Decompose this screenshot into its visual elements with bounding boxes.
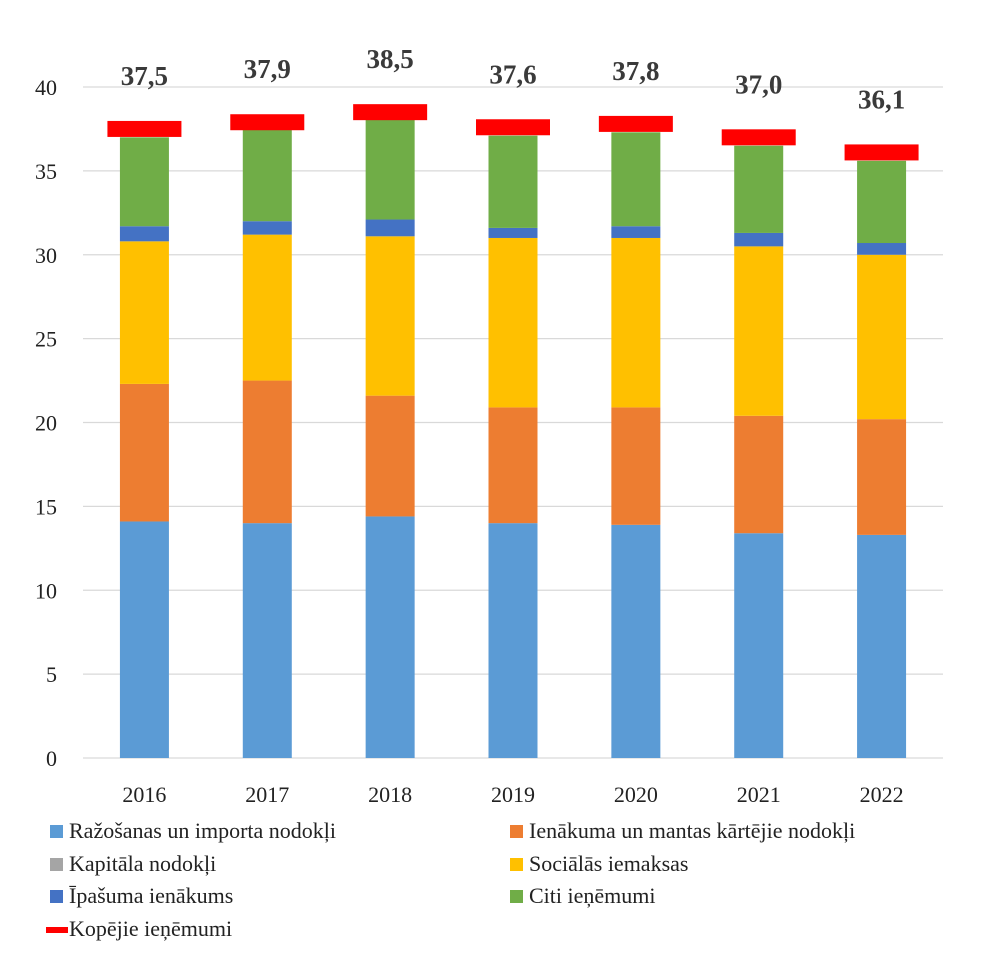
bar-segment-socialas-iemaksas — [119, 241, 169, 384]
legend-square-swatch — [50, 858, 63, 871]
total-markers: 37,5 37,9 38,5 37,6 37,8 37,0 36,1 — [107, 44, 919, 161]
legend-item-citi-ienemumi: Citi ieņēmumi — [510, 883, 656, 908]
total-label: 37,9 — [244, 54, 291, 84]
total-label: 36,1 — [858, 84, 905, 114]
total-marker — [598, 115, 673, 132]
y-tick-label: 30 — [35, 243, 57, 268]
x-tick-label: 2016 — [122, 782, 166, 807]
bar-segment-ipasuma-ienakums — [857, 243, 907, 255]
legend-square-swatch — [510, 890, 523, 903]
legend-square-swatch — [50, 825, 63, 838]
y-tick-label: 35 — [35, 159, 57, 184]
legend-line-swatch — [46, 927, 68, 933]
bar-segment-citi-ienemumi — [734, 145, 784, 233]
bar-segment-razosanas-un-importa-nodokli — [365, 516, 415, 758]
x-tick-label: 2020 — [614, 782, 658, 807]
x-tick-label: 2021 — [737, 782, 781, 807]
bar-segment-citi-ienemumi — [857, 160, 907, 244]
bar-segment-socialas-iemaksas — [488, 237, 538, 408]
bar-segment-citi-ienemumi — [611, 132, 661, 227]
x-tick-label: 2018 — [368, 782, 412, 807]
legend-label: Īpašuma ienākums — [69, 883, 233, 908]
bar-segment-ienakuma-un-mantas-kartejie-nodokli — [242, 380, 292, 524]
x-tick-label: 2022 — [860, 782, 904, 807]
bar-segment-razosanas-un-importa-nodokli — [611, 524, 661, 758]
bar-segment-citi-ienemumi — [488, 135, 538, 228]
bar-segment-ipasuma-ienakums — [242, 221, 292, 235]
total-marker — [230, 114, 305, 131]
legend-label: Kapitāla nodokļi — [69, 851, 216, 876]
legend-label: Kopējie ieņēmumi — [69, 916, 232, 941]
legend: Ražošanas un importa nodokļi Ienākuma un … — [46, 818, 855, 941]
bar-stacks — [119, 118, 907, 758]
bar-segment-ienakuma-un-mantas-kartejie-nodokli — [857, 419, 907, 535]
total-label: 37,5 — [121, 61, 168, 91]
bar-segment-razosanas-un-importa-nodokli — [119, 521, 169, 758]
total-marker — [476, 119, 550, 136]
legend-item-ipasuma-ienakums: Īpašuma ienākums — [50, 883, 233, 908]
x-tick-label: 2019 — [491, 782, 535, 807]
y-tick-label: 10 — [35, 578, 57, 603]
y-tick-label: 40 — [35, 75, 57, 100]
total-marker — [107, 120, 182, 137]
bar-segment-ipasuma-ienakums — [734, 232, 784, 247]
axes: 0 5 10 15 20 25 30 35 40 2016 2017 2018 2019 2020 2021… — [35, 75, 904, 807]
bar-segment-ipasuma-ienakums — [488, 227, 538, 238]
bar-segment-citi-ienemumi — [119, 137, 169, 227]
y-tick-label: 25 — [35, 327, 57, 352]
bar-segment-ienakuma-un-mantas-kartejie-nodokli — [365, 395, 415, 517]
bar-segment-socialas-iemaksas — [611, 237, 661, 408]
bar-segment-citi-ienemumi — [242, 128, 292, 222]
bar-segment-razosanas-un-importa-nodokli — [857, 534, 907, 758]
bar-segment-ienakuma-un-mantas-kartejie-nodokli — [488, 407, 538, 524]
legend-label: Sociālās iemaksas — [529, 851, 688, 876]
legend-item-ienakuma-un-mantas-kartejie-nodokli: Ienākuma un mantas kārtējie nodokļi — [510, 818, 855, 843]
legend-label: Ienākuma un mantas kārtējie nodokļi — [529, 818, 855, 843]
legend-item-razosanas-un-importa-nodokli: Ražošanas un importa nodokļi — [50, 818, 336, 843]
legend-square-swatch — [510, 858, 523, 871]
bar-segment-socialas-iemaksas — [734, 246, 784, 416]
y-tick-label: 0 — [46, 746, 57, 771]
total-label: 38,5 — [367, 44, 414, 74]
bar-segment-ienakuma-un-mantas-kartejie-nodokli — [734, 415, 784, 534]
legend-label: Citi ieņēmumi — [529, 883, 656, 908]
bar-segment-ienakuma-un-mantas-kartejie-nodokli — [611, 407, 661, 525]
bar-segment-socialas-iemaksas — [242, 234, 292, 381]
total-marker — [353, 104, 428, 121]
bar-segment-ipasuma-ienakums — [365, 219, 415, 237]
legend-label: Ražošanas un importa nodokļi — [69, 818, 336, 843]
legend-item-socialas-iemaksas: Sociālās iemaksas — [510, 851, 688, 876]
y-tick-label: 15 — [35, 494, 57, 519]
bar-segment-ipasuma-ienakums — [119, 226, 169, 242]
y-tick-label: 20 — [35, 411, 57, 436]
y-tick-label: 5 — [46, 662, 57, 687]
bar-segment-razosanas-un-importa-nodokli — [734, 533, 784, 758]
bar-segment-ipasuma-ienakums — [611, 226, 661, 238]
total-label: 37,0 — [735, 69, 782, 99]
bar-segment-ienakuma-un-mantas-kartejie-nodokli — [119, 383, 169, 522]
legend-square-swatch — [510, 825, 523, 838]
bar-segment-citi-ienemumi — [365, 118, 415, 220]
bar-segment-razosanas-un-importa-nodokli — [242, 523, 292, 758]
legend-square-swatch — [50, 890, 63, 903]
bar-segment-socialas-iemaksas — [365, 236, 415, 396]
total-label: 37,6 — [489, 59, 536, 89]
bar-segment-socialas-iemaksas — [857, 254, 907, 420]
legend-item-kopejie-ienemumi: Kopējie ieņēmumi — [46, 916, 232, 941]
legend-item-kapitala-nodokli: Kapitāla nodokļi — [50, 851, 216, 876]
total-label: 37,8 — [612, 56, 659, 86]
x-tick-label: 2017 — [245, 782, 289, 807]
total-marker — [844, 144, 919, 161]
total-marker — [721, 129, 796, 146]
bar-segment-razosanas-un-importa-nodokli — [488, 523, 538, 758]
